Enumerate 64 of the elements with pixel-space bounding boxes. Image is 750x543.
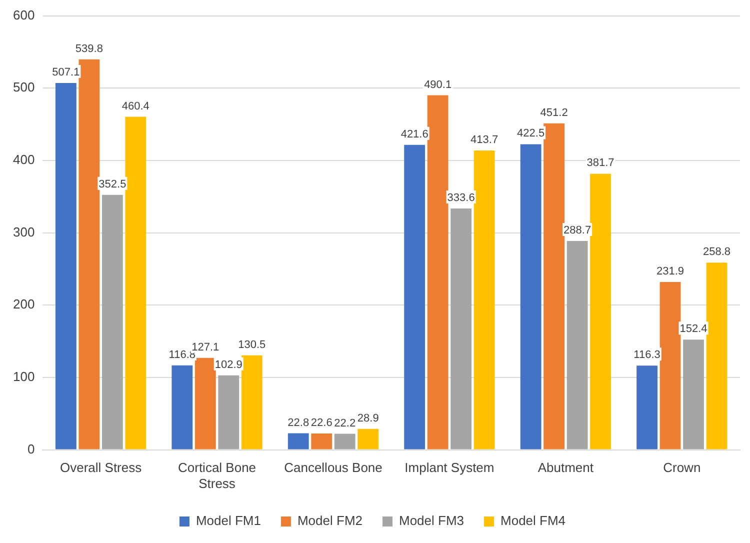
data-label: 231.9 — [656, 266, 684, 278]
data-label: 413.7 — [470, 134, 498, 146]
data-label: 152.4 — [680, 323, 708, 336]
data-label: 422.5 — [517, 128, 545, 140]
data-label: 490.1 — [424, 78, 452, 91]
bar — [566, 240, 588, 450]
bar — [241, 355, 262, 450]
data-label: 460.4 — [122, 100, 150, 112]
data-label: 22.6 — [310, 416, 332, 429]
data-label: 130.5 — [238, 338, 266, 351]
legend-label: Model FM2 — [297, 513, 363, 528]
data-label: 127.1 — [192, 341, 220, 354]
bar — [218, 375, 240, 450]
bar — [334, 434, 356, 450]
bar — [102, 194, 123, 450]
y-tick-label: 500 — [12, 80, 35, 95]
bar — [474, 150, 495, 450]
bar — [358, 428, 379, 450]
bar — [172, 365, 193, 450]
data-label: 421.6 — [400, 128, 428, 140]
y-tick-label: 400 — [12, 152, 35, 168]
y-tick-label: 200 — [12, 296, 35, 312]
bar — [636, 366, 658, 450]
x-tick-label: Implant System — [404, 460, 494, 476]
data-label: 451.2 — [540, 106, 568, 119]
x-tick-label: Cancellous Bone — [284, 460, 382, 476]
y-tick-label: 0 — [27, 441, 35, 456]
bar — [660, 282, 681, 450]
bar — [706, 262, 728, 450]
bar — [78, 59, 100, 450]
y-tick-label: 300 — [12, 224, 35, 240]
data-label: 507.1 — [52, 66, 80, 79]
data-label: 352.5 — [98, 178, 126, 190]
bar — [544, 123, 565, 450]
x-tick-label: Abutment — [538, 460, 594, 476]
bar — [404, 144, 426, 450]
y-tick-label: 100 — [12, 369, 35, 384]
bar — [288, 433, 309, 450]
legend-label: Model FM3 — [399, 513, 464, 528]
legend-label: Model FM4 — [500, 513, 566, 528]
data-label: 333.6 — [447, 192, 475, 204]
bar — [590, 174, 611, 450]
y-tick-label: 600 — [12, 7, 35, 22]
bar — [450, 208, 472, 450]
bar — [125, 116, 146, 450]
legend-label: Model FM1 — [196, 513, 261, 528]
x-tick-label: Crown — [663, 460, 701, 476]
data-label: 539.8 — [75, 42, 103, 55]
bar — [683, 340, 704, 450]
data-label: 258.8 — [702, 246, 731, 258]
x-tick-label: Cortical Bone Stress — [178, 460, 256, 491]
bar — [427, 95, 448, 450]
data-label: 116.3 — [634, 349, 660, 362]
x-tick-label: Overall Stress — [60, 460, 142, 476]
data-label: 288.7 — [564, 224, 592, 237]
bar — [194, 358, 216, 450]
data-label: 381.7 — [586, 157, 614, 170]
bar — [520, 144, 542, 450]
data-label: 102.9 — [214, 358, 242, 371]
data-label: 22.8 — [288, 416, 310, 429]
bar — [311, 433, 332, 450]
data-label: 28.9 — [357, 412, 379, 424]
bar — [55, 83, 76, 450]
data-label: 22.2 — [334, 417, 356, 430]
